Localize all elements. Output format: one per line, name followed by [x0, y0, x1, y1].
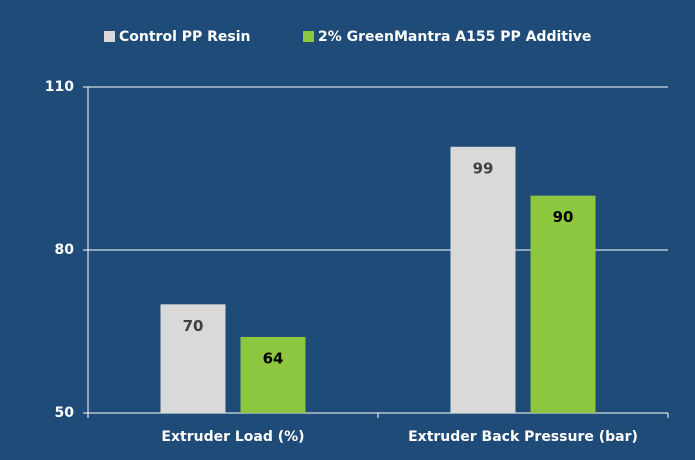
data-label: 70 [183, 317, 204, 335]
bar [240, 336, 306, 413]
x-tick-label: Extruder Load (%) [161, 429, 304, 445]
y-tick-label: 80 [55, 242, 75, 258]
data-label: 90 [553, 208, 574, 226]
legend-label: 2% GreenMantra A155 PP Additive [318, 29, 591, 45]
bar [160, 304, 226, 413]
y-tick-label: 110 [45, 79, 74, 95]
bar [450, 146, 516, 413]
legend-swatch [303, 31, 314, 42]
bar [530, 195, 596, 413]
legend-swatch [104, 31, 115, 42]
data-label: 99 [473, 159, 494, 177]
legend-label: Control PP Resin [119, 29, 251, 45]
x-tick-label: Extruder Back Pressure (bar) [408, 429, 638, 445]
y-tick-label: 50 [55, 405, 75, 421]
data-label: 64 [263, 349, 284, 367]
